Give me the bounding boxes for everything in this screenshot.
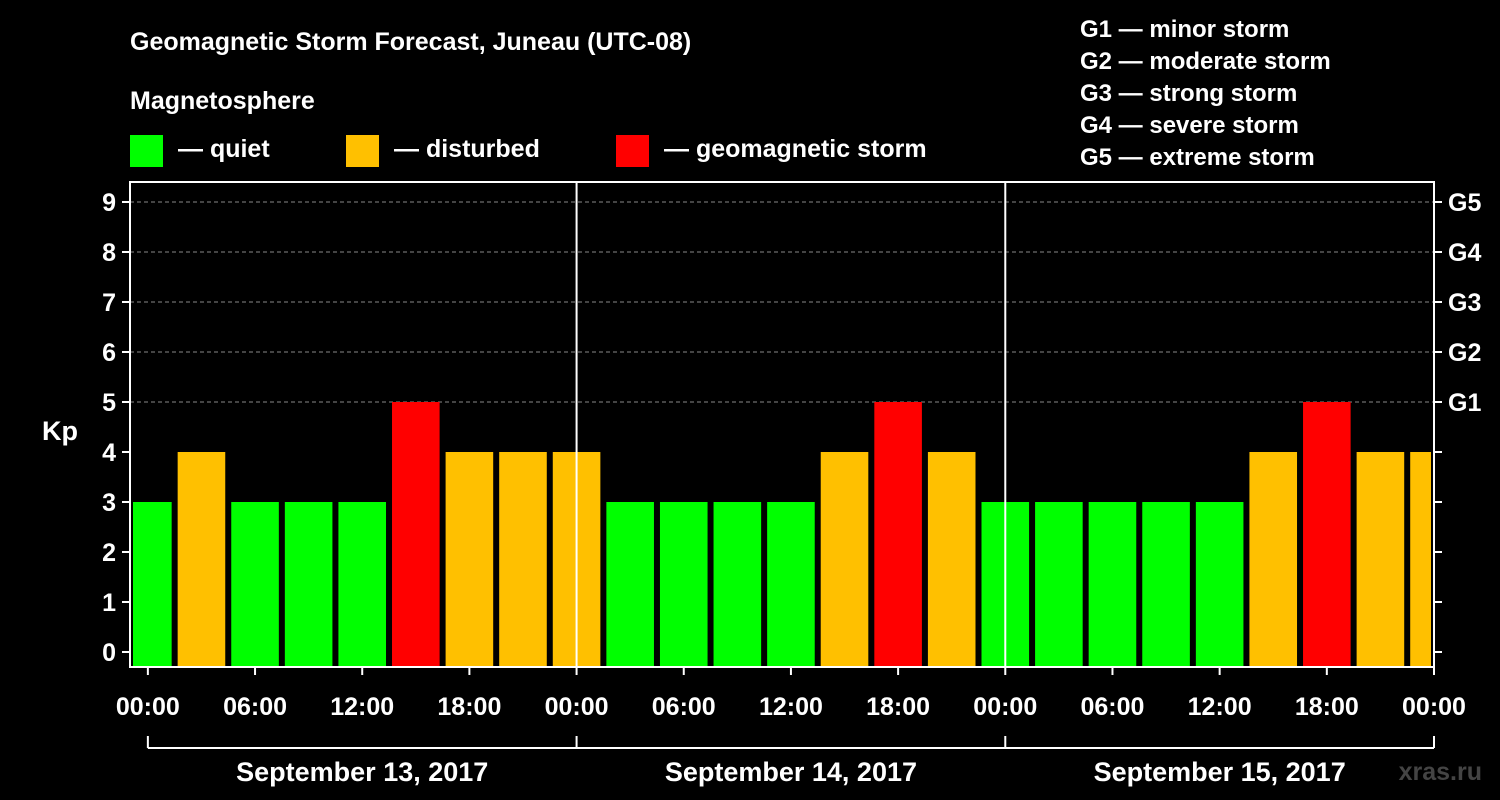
kp-bar bbox=[1142, 502, 1190, 667]
kp-bar bbox=[392, 402, 440, 667]
legend-label-disturbed: — disturbed bbox=[394, 135, 540, 163]
x-tick-label: 00:00 bbox=[545, 693, 609, 721]
kp-bar bbox=[445, 452, 494, 667]
x-tick-label: 06:00 bbox=[223, 693, 287, 721]
x-tick-label: 18:00 bbox=[866, 693, 930, 721]
kp-bar bbox=[767, 502, 815, 667]
kp-bar bbox=[1035, 502, 1083, 667]
legend: — quiet — disturbed — geomagnetic storm bbox=[130, 135, 927, 167]
right-tick-label: G1 bbox=[1448, 389, 1481, 417]
kp-bar bbox=[338, 502, 387, 667]
kp-bar bbox=[133, 502, 172, 667]
chart-title: Geomagnetic Storm Forecast, Juneau (UTC-… bbox=[130, 28, 691, 56]
y-tick-label: 8 bbox=[102, 239, 116, 267]
kp-bar bbox=[177, 452, 226, 667]
x-tick-label: 00:00 bbox=[973, 693, 1037, 721]
y-tick-label: 2 bbox=[102, 539, 116, 567]
kp-bar bbox=[659, 502, 708, 667]
right-tick-label: G3 bbox=[1448, 289, 1481, 317]
plot-frame bbox=[129, 181, 1435, 668]
kp-bar bbox=[1303, 402, 1351, 667]
storm-level-g3: G3 — strong storm bbox=[1080, 80, 1297, 107]
x-tick-label: 00:00 bbox=[116, 693, 180, 721]
y-tick-label: 1 bbox=[102, 589, 116, 617]
x-tick-label: 00:00 bbox=[1402, 693, 1466, 721]
y-tick-label: 7 bbox=[102, 289, 116, 317]
x-tick-label: 18:00 bbox=[437, 693, 501, 721]
legend-label-storm: — geomagnetic storm bbox=[664, 135, 927, 163]
storm-level-g4: G4 — severe storm bbox=[1080, 112, 1299, 139]
kp-bar bbox=[1410, 452, 1431, 667]
kp-bar bbox=[1356, 452, 1405, 667]
kp-bar bbox=[606, 502, 654, 667]
day-label: September 14, 2017 bbox=[665, 757, 917, 787]
right-tick-label: G5 bbox=[1448, 189, 1481, 217]
storm-level-g2: G2 — moderate storm bbox=[1080, 48, 1331, 75]
x-tick-label: 12:00 bbox=[330, 693, 394, 721]
legend-label-quiet: — quiet bbox=[178, 135, 270, 163]
right-tick-label: G2 bbox=[1448, 339, 1481, 367]
kp-bar bbox=[713, 502, 762, 667]
kp-bar bbox=[1088, 502, 1137, 667]
day-label: September 13, 2017 bbox=[236, 757, 488, 787]
kp-bar bbox=[499, 452, 547, 667]
kp-bar bbox=[284, 502, 333, 667]
y-tick-label: 9 bbox=[102, 189, 116, 217]
legend-swatch-quiet bbox=[130, 135, 163, 167]
storm-level-key: G1 — minor storm G2 — moderate storm G3 … bbox=[1080, 16, 1331, 171]
x-tick-label: 06:00 bbox=[1080, 693, 1144, 721]
legend-swatch-disturbed bbox=[346, 135, 379, 167]
kp-bar bbox=[820, 452, 869, 667]
kp-bar bbox=[231, 502, 279, 667]
kp-bar bbox=[874, 402, 922, 667]
right-tick-label: G4 bbox=[1448, 239, 1481, 267]
y-tick-label: 0 bbox=[102, 639, 116, 667]
legend-swatch-storm bbox=[616, 135, 649, 167]
y-tick-label: 6 bbox=[102, 339, 116, 367]
x-tick-label: 06:00 bbox=[652, 693, 716, 721]
x-tick-label: 12:00 bbox=[759, 693, 823, 721]
kp-bar bbox=[927, 452, 976, 667]
y-tick-label: 3 bbox=[102, 489, 116, 517]
plot-area: 0 1 2 3 4 5 6 7 8 9 G1 G2 G3 G4 G5 00:00 06:00 12:00 18:00… bbox=[102, 181, 1481, 787]
kp-bar bbox=[1249, 452, 1298, 667]
x-tick-label: 18:00 bbox=[1295, 693, 1359, 721]
storm-level-g5: G5 — extreme storm bbox=[1080, 144, 1315, 171]
x-tick-label: 12:00 bbox=[1188, 693, 1252, 721]
watermark: xras.ru bbox=[1399, 758, 1482, 786]
day-label: September 15, 2017 bbox=[1094, 757, 1346, 787]
y-axis-label: Kp bbox=[42, 416, 78, 446]
y-tick-label: 5 bbox=[102, 389, 116, 417]
kp-bar bbox=[1195, 502, 1244, 667]
y-tick-label: 4 bbox=[102, 439, 116, 467]
legend-title: Magnetosphere bbox=[130, 87, 315, 115]
storm-level-g1: G1 — minor storm bbox=[1080, 16, 1289, 43]
